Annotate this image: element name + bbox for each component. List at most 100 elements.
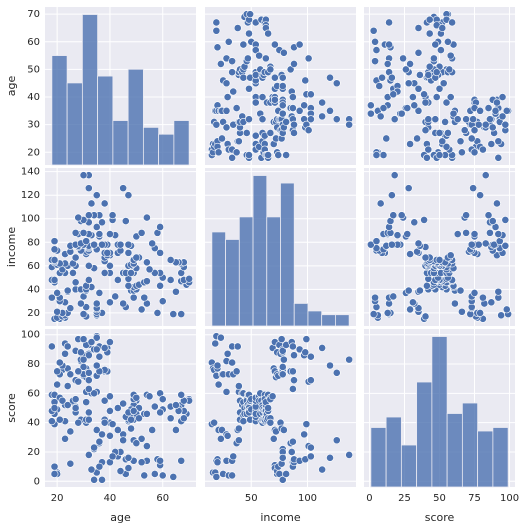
panel: [45, 168, 196, 326]
x-tick-label: 0: [366, 493, 372, 504]
scatter-point: [228, 153, 237, 162]
scatter-point: [288, 104, 297, 112]
scatter-point: [431, 40, 440, 49]
panel: [364, 168, 515, 326]
scatter-point: [493, 98, 501, 107]
scatter-point: [421, 98, 430, 107]
scatter-point: [106, 298, 114, 307]
scatter-point: [50, 256, 59, 264]
scatter-point: [424, 115, 433, 124]
scatter-point: [318, 112, 327, 121]
scatter-point: [47, 342, 56, 351]
y-tick-label: 140: [21, 167, 40, 178]
scatter-point: [502, 106, 511, 115]
scatter-point: [437, 46, 445, 54]
scatter-point: [476, 191, 485, 200]
scatter-point: [301, 76, 310, 85]
scatter-point: [172, 401, 180, 409]
scatter-point: [224, 37, 233, 46]
scatter-point: [135, 414, 143, 423]
scatter-point: [124, 191, 133, 200]
scatter-point: [425, 29, 434, 38]
scatter-point: [156, 223, 164, 231]
scatter-point: [108, 452, 117, 461]
scatter-point: [71, 253, 80, 262]
scatter-point: [50, 470, 59, 478]
scatter-point: [246, 10, 255, 19]
scatter-point: [90, 475, 99, 484]
scatter-point: [424, 145, 433, 154]
scatter-point: [69, 269, 77, 277]
scatter-point: [366, 109, 375, 118]
scatter-point: [92, 361, 101, 370]
scatter-point: [469, 115, 478, 124]
scatter-point: [214, 380, 223, 389]
scatter-point: [282, 470, 291, 478]
scatter-point: [441, 118, 450, 126]
scatter-point: [490, 240, 499, 249]
scatter-point: [288, 93, 297, 101]
scatter-point: [414, 48, 423, 57]
scatter-point: [71, 278, 80, 287]
scatter-point: [501, 216, 510, 224]
y-tick-label: 20: [27, 147, 40, 158]
scatter-point: [124, 281, 133, 290]
scatter-point: [140, 293, 149, 302]
scatter-point: [379, 104, 388, 112]
scatter-point: [306, 376, 315, 385]
scatter-point: [142, 213, 151, 222]
scatter-point: [487, 298, 496, 307]
scatter-point: [435, 129, 444, 137]
scatter-point: [233, 342, 242, 351]
scatter-point: [106, 230, 114, 238]
scatter-point: [290, 129, 298, 137]
scatter-point: [332, 436, 341, 445]
scatter-point: [156, 456, 164, 465]
scatter-point: [116, 467, 125, 475]
y-axis-label: age: [5, 76, 18, 97]
scatter-point: [106, 431, 114, 440]
histogram-bar: [461, 402, 479, 488]
scatter-point: [366, 101, 375, 110]
histogram-bar: [158, 133, 175, 166]
scatter-point: [288, 437, 297, 446]
scatter-point: [446, 93, 455, 101]
scatter-point: [156, 248, 164, 257]
scatter-point: [420, 90, 428, 99]
histogram-bar: [238, 216, 254, 327]
scatter-point: [302, 420, 311, 429]
scatter-point: [74, 213, 83, 222]
histogram-bar: [97, 75, 114, 166]
scatter-point: [399, 54, 407, 63]
scatter-point: [376, 112, 385, 121]
scatter-point: [61, 434, 69, 443]
scatter-point: [470, 148, 479, 157]
scatter-point: [212, 26, 221, 35]
scatter-point: [113, 276, 122, 284]
scatter-point: [47, 417, 56, 426]
scatter-point: [414, 106, 423, 115]
scatter-point: [282, 118, 291, 126]
scatter-point: [212, 472, 221, 481]
scatter-point: [493, 199, 501, 208]
panel: [45, 329, 196, 487]
scatter-point: [445, 65, 454, 74]
scatter-point: [332, 79, 341, 88]
scatter-point: [387, 73, 396, 82]
scatter-point: [84, 451, 93, 459]
scatter-point: [278, 363, 287, 371]
histogram-bar: [477, 430, 494, 488]
scatter-point: [50, 245, 59, 254]
histogram-bar: [335, 314, 350, 327]
scatter-point: [239, 40, 248, 49]
scatter-point: [385, 18, 393, 27]
scatter-point: [228, 358, 237, 367]
scatter-point: [414, 24, 423, 32]
scatter-point: [137, 228, 146, 237]
scatter-point: [172, 426, 180, 434]
scatter-point: [92, 333, 101, 342]
scatter-point: [106, 407, 114, 415]
scatter-point: [232, 104, 241, 112]
scatter-point: [119, 184, 128, 193]
